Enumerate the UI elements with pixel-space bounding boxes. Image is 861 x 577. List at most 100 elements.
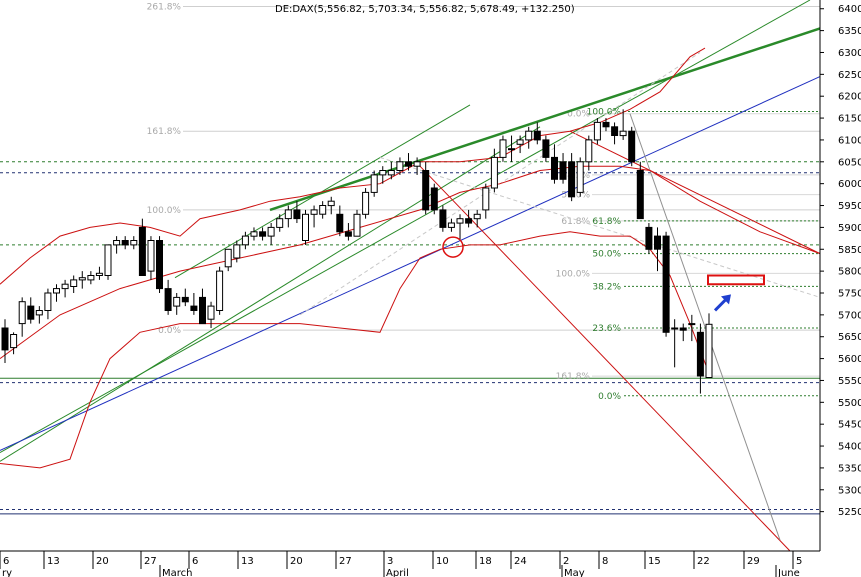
- candle: [78, 271, 86, 289]
- y-tick-label: 5800: [838, 267, 861, 278]
- candle-body: [18, 301, 26, 325]
- candle-body: [70, 279, 78, 287]
- candle-body: [662, 235, 670, 333]
- x-day-label: 13: [241, 556, 254, 567]
- y-tick-label: 5450: [838, 420, 861, 431]
- candle-body: [525, 130, 533, 141]
- candle: [516, 135, 524, 154]
- candles: [1, 109, 713, 394]
- y-axis-ticks: 5250 5300 5350 5400 5450 5500 5550 5600 5650 5700…: [820, 4, 861, 518]
- candle: [44, 288, 52, 320]
- y-tick-label: 5500: [838, 398, 861, 409]
- candle: [456, 214, 464, 241]
- candle: [628, 126, 636, 167]
- candle: [173, 292, 181, 315]
- candle-body: [593, 121, 601, 141]
- candle-body: [10, 334, 18, 349]
- candle: [585, 135, 593, 171]
- bollinger-lower-band: [0, 231, 711, 469]
- candle-body: [447, 222, 455, 228]
- x-day-label: 27: [339, 556, 352, 567]
- candle: [284, 205, 292, 228]
- candle: [87, 271, 95, 285]
- candle-body: [671, 327, 679, 330]
- x-day-label: 2: [563, 556, 569, 567]
- candle: [164, 279, 172, 315]
- annotation-rectangle: [707, 274, 765, 286]
- candle: [679, 323, 687, 342]
- candle-body: [224, 248, 232, 268]
- candle-body: [559, 161, 567, 180]
- fib-right-green-label: 50.0%: [592, 250, 621, 260]
- x-month-label: March: [162, 568, 192, 577]
- candle: [53, 284, 60, 302]
- y-tick-label: 6150: [838, 114, 861, 125]
- candle: [490, 148, 498, 193]
- candle: [533, 122, 541, 145]
- annotation-arrow-head: [721, 294, 731, 305]
- candle-body: [456, 218, 464, 224]
- candle-body: [113, 240, 121, 246]
- candle-body: [284, 209, 292, 220]
- candle-body: [44, 292, 52, 311]
- y-tick-label: 6400: [838, 4, 861, 15]
- candle-body: [199, 296, 206, 325]
- candle: [18, 297, 26, 337]
- candle-body: [551, 156, 558, 180]
- y-tick-label: 6300: [838, 48, 861, 59]
- candle-body: [516, 139, 524, 145]
- candle: [379, 166, 387, 184]
- candle: [147, 236, 155, 280]
- fib-left-label: 261.8%: [147, 3, 182, 13]
- y-tick-label: 5900: [838, 223, 861, 234]
- x-day-label: 29: [747, 556, 760, 567]
- candle: [293, 201, 301, 224]
- candle: [405, 153, 412, 171]
- candle-body: [353, 213, 361, 237]
- candle: [95, 266, 103, 280]
- candle: [696, 323, 704, 394]
- candle: [430, 183, 438, 215]
- candle-body: [430, 187, 438, 211]
- x-day-label: 24: [514, 556, 527, 567]
- trend-line: [0, 76, 821, 451]
- candle: [1, 319, 9, 363]
- fib-right-gray-label: 50.0%: [561, 191, 590, 201]
- candle: [181, 288, 189, 307]
- fib-right-gray-label: 61.8%: [561, 217, 590, 227]
- chart-title: DE:DAX(5,556.82, 5,703.34, 5,556.82, 5,6…: [275, 4, 575, 15]
- candle: [104, 244, 112, 280]
- candle-body: [576, 161, 584, 193]
- candle: [482, 183, 490, 219]
- candle-body: [636, 170, 644, 220]
- candle-body: [628, 130, 636, 163]
- candle: [259, 227, 267, 241]
- candle: [654, 227, 661, 272]
- y-tick-label: 5650: [838, 332, 861, 343]
- candle: [362, 188, 370, 219]
- candle: [413, 157, 421, 175]
- plot-background: [0, 0, 820, 551]
- y-tick-label: 6350: [838, 26, 861, 37]
- y-tick-label: 6200: [838, 92, 861, 103]
- y-tick-label: 6000: [838, 179, 861, 190]
- candle-body: [302, 213, 309, 242]
- y-tick-label: 5600: [838, 354, 861, 365]
- candle-body: [619, 130, 627, 137]
- candle-body: [147, 240, 155, 272]
- candle-body: [53, 288, 60, 294]
- candle-body: [362, 191, 370, 215]
- candle: [465, 209, 473, 228]
- x-axis-ticks: 6 13 20 27 6 13 20 27 3 10 18 24 2 8 15 22 29 5 ry March Apr…: [0, 551, 802, 577]
- candle: [267, 223, 275, 245]
- candle-body: [121, 240, 129, 246]
- x-month-label: June: [777, 568, 800, 577]
- candle: [336, 205, 344, 237]
- candle: [387, 161, 395, 180]
- fib-left-label: 161.8%: [147, 127, 182, 137]
- candle: [499, 135, 507, 162]
- candle-body: [405, 161, 412, 167]
- candle: [233, 240, 241, 263]
- candle: [542, 135, 550, 162]
- candle: [525, 126, 533, 149]
